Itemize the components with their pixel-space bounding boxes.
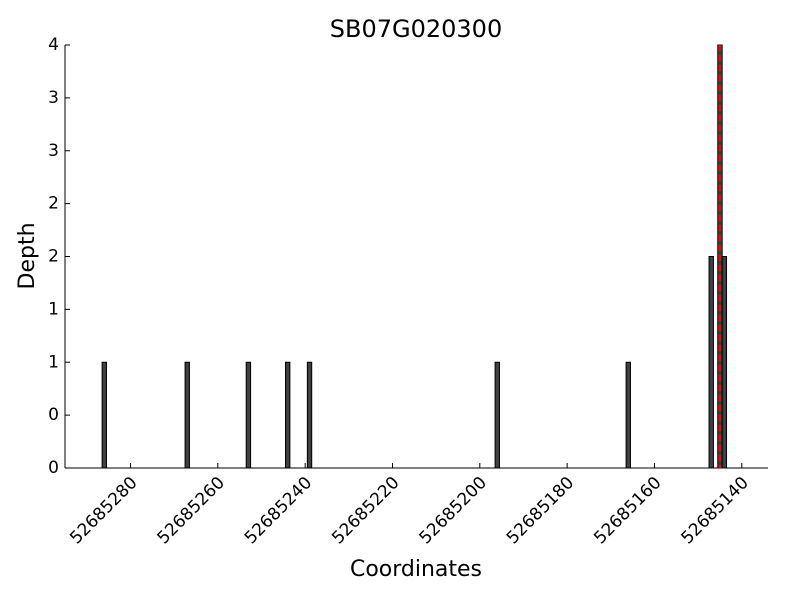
- bar: [708, 256, 714, 469]
- y-tick-label: 0: [48, 458, 59, 478]
- x-tick-label: 52685280: [66, 473, 141, 548]
- bar: [721, 256, 728, 469]
- x-tick-label: 52685220: [328, 473, 403, 548]
- bar: [184, 361, 190, 469]
- y-tick-label: 2: [48, 194, 59, 214]
- bar: [625, 361, 631, 469]
- x-tick-label: 52685160: [590, 473, 665, 548]
- x-tick-label: 52685180: [503, 473, 578, 548]
- y-axis-label: Depth: [15, 222, 40, 289]
- bar: [245, 361, 252, 469]
- x-tick-label: 52685240: [241, 473, 316, 548]
- x-tick-label: 52685260: [154, 473, 229, 548]
- x-tick-label: 52685200: [416, 473, 491, 548]
- y-tick-label: 4: [48, 35, 59, 55]
- y-tick-label: 0: [48, 405, 59, 425]
- bar: [494, 361, 500, 469]
- bar: [306, 361, 313, 469]
- y-tick-label: 1: [48, 352, 59, 372]
- chart-title: SB07G020300: [330, 15, 502, 43]
- y-tick-label: 1: [48, 299, 59, 319]
- bar: [285, 361, 291, 469]
- y-tick-label: 3: [48, 88, 59, 108]
- bar: [101, 361, 107, 469]
- y-tick-label: 3: [48, 141, 59, 161]
- x-axis-label: Coordinates: [350, 557, 482, 582]
- y-tick-label: 2: [48, 247, 59, 267]
- x-tick-label: 52685140: [678, 473, 753, 548]
